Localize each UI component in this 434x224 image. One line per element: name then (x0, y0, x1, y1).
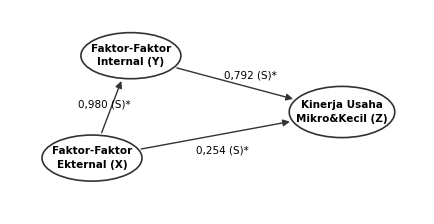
Text: Kinerja Usaha
Mikro&Kecil (Z): Kinerja Usaha Mikro&Kecil (Z) (296, 100, 388, 124)
Ellipse shape (289, 86, 395, 138)
Text: 0,792 (S)*: 0,792 (S)* (224, 70, 277, 80)
Text: Faktor-Faktor
Ekternal (X): Faktor-Faktor Ekternal (X) (52, 146, 132, 170)
Text: Faktor-Faktor
Internal (Y): Faktor-Faktor Internal (Y) (91, 44, 171, 67)
Text: 0,980 (S)*: 0,980 (S)* (78, 99, 131, 109)
Ellipse shape (42, 135, 142, 181)
Ellipse shape (81, 33, 181, 79)
Text: 0,254 (S)*: 0,254 (S)* (196, 145, 249, 155)
